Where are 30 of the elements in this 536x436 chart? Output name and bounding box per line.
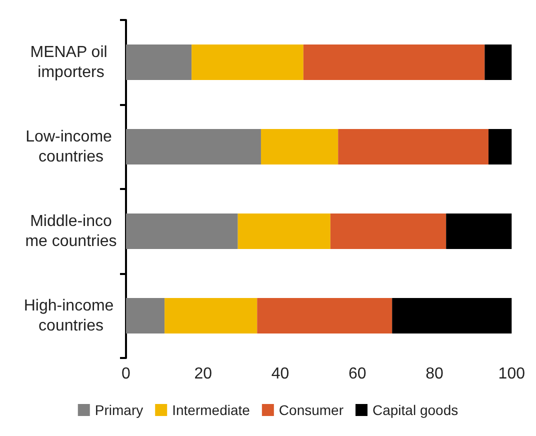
bar <box>126 44 192 80</box>
bar <box>392 298 512 334</box>
x-tick-label: 100 <box>498 366 526 382</box>
bar <box>260 129 338 164</box>
bar <box>303 44 485 80</box>
bar <box>126 129 261 164</box>
legend-label: Primary <box>94 402 144 418</box>
x-tick-label: 0 <box>122 366 131 382</box>
legend-label: Consumer <box>278 402 344 418</box>
y-tick-label: Middle-income countries <box>25 212 117 250</box>
bar <box>257 298 392 334</box>
bar <box>338 129 489 164</box>
x-tick-label: 80 <box>426 366 444 382</box>
bar <box>484 44 512 80</box>
legend-label: Intermediate <box>172 402 250 418</box>
x-tick-label: 20 <box>194 366 212 382</box>
bar <box>126 298 165 334</box>
legend-label: Capital goods <box>372 402 458 418</box>
x-tick-label: 40 <box>271 366 290 382</box>
y-tick-label: High-income countries <box>24 297 118 334</box>
y-tick-label: Low-income countries <box>26 128 116 166</box>
bar <box>192 44 304 80</box>
y-tick-label: MENAP oil importers <box>30 44 112 81</box>
bar <box>164 298 258 334</box>
bar <box>330 214 446 249</box>
bar <box>238 214 330 249</box>
x-tick-label: 60 <box>348 366 366 382</box>
bar <box>446 214 512 249</box>
bar <box>126 214 238 249</box>
bar <box>488 129 512 164</box>
